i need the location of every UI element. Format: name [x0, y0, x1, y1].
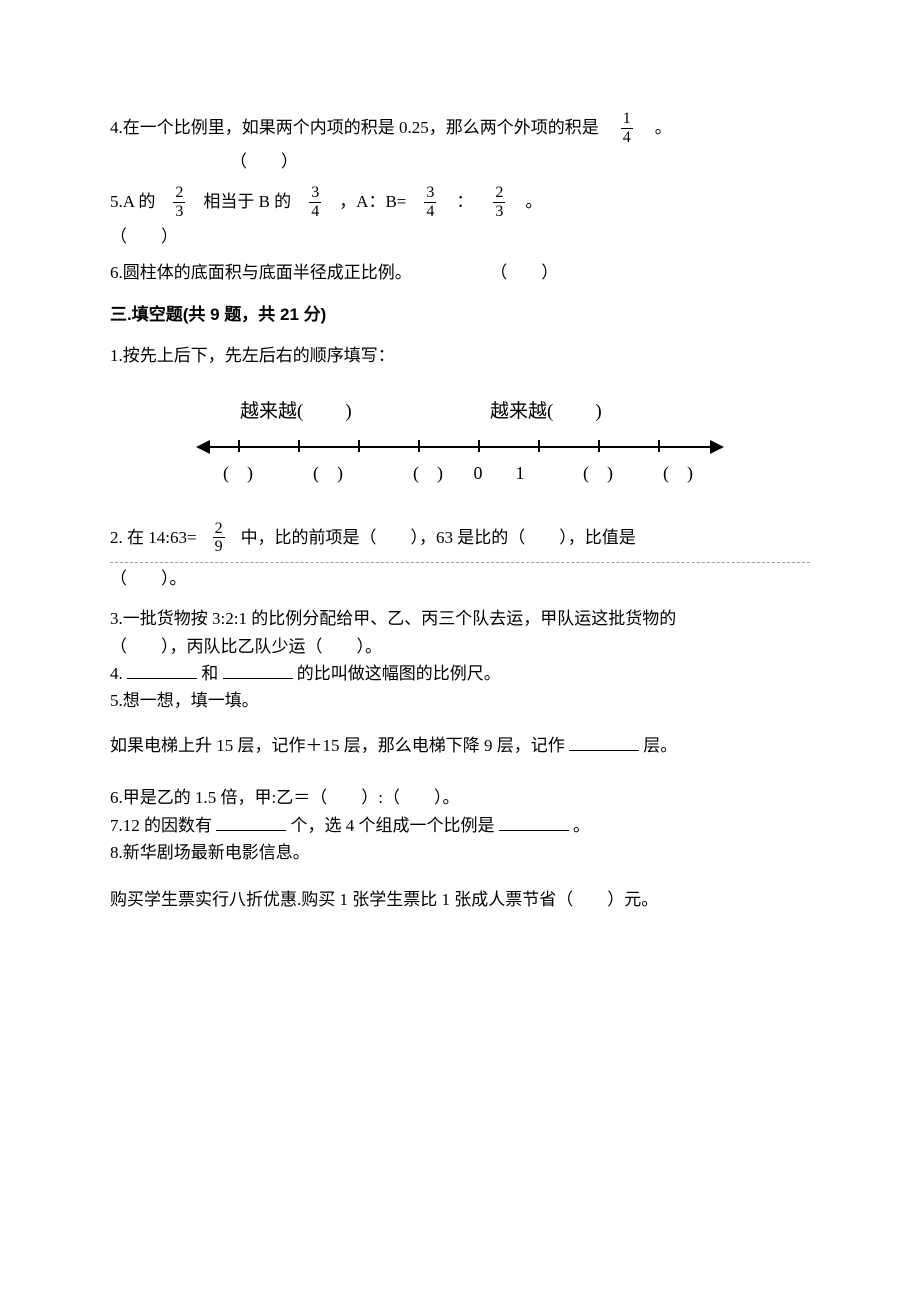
fq3-line2: （ ），丙队比乙队少运（ ）。 [110, 633, 810, 660]
over-left-a: 越来越( [240, 394, 303, 430]
frac-num: 2 [493, 184, 505, 202]
fill-q7: 7.12 的因数有 个，选 4 个组成一个比例是 。 [110, 812, 810, 839]
blank [569, 732, 639, 751]
frac-num: 3 [309, 184, 321, 202]
tick [598, 440, 600, 452]
fraction-2-3-a: 2 3 [173, 184, 185, 220]
frac-den: 4 [309, 202, 321, 221]
tick [238, 440, 240, 452]
over-left-b: ) [345, 394, 351, 430]
frac-den: 4 [424, 202, 436, 221]
fraction-2-3-b: 2 3 [493, 184, 505, 220]
true-false-q4: 4.在一个比例里，如果两个内项的积是 0.25，那么两个外项的积是 1 4 。 [110, 110, 810, 146]
section-3-heading: 三.填空题(共 9 题，共 21 分) [110, 299, 810, 331]
blank [127, 660, 197, 679]
below-label: ( ) [583, 456, 613, 490]
fq4-mid: 和 [201, 664, 218, 683]
over-label-left: 越来越( ) [240, 394, 352, 430]
number-line [200, 446, 720, 448]
fill-q8-title: 8.新华剧场最新电影信息。 [110, 839, 810, 866]
fq3-line1: 3.一批货物按 3:2:1 的比例分配给甲、乙、丙三个队去运，甲队运这批货物的 [110, 605, 810, 632]
fraction-1-4: 1 4 [621, 110, 633, 146]
fq2-t2: 中，比的前项是（ ），63 是比的（ ），比值是 [241, 522, 636, 554]
fill-q4: 4. 和 的比叫做这幅图的比例尺。 [110, 660, 810, 687]
q4-text-pre: 4.在一个比例里，如果两个内项的积是 0.25，那么两个外项的积是 [110, 112, 599, 144]
frac-num: 2 [213, 520, 225, 538]
fill-q5-title: 5.想一想，填一填。 [110, 687, 810, 714]
below-label: ( ) [223, 456, 253, 490]
arrow-right-icon [710, 440, 724, 454]
frac-den: 3 [173, 202, 185, 221]
fill-q1-title: 1.按先上后下，先左后右的顺序填写： [110, 340, 810, 372]
true-false-q5: 5.A 的 2 3 相当于 B 的 3 4 ，A：B= 3 4 ： 2 3 。 [110, 184, 810, 220]
fq5-b: 层。 [643, 736, 677, 755]
q5-paren-text: （ ） [110, 227, 178, 246]
blank [216, 812, 286, 831]
q5-t3: ，A：B= [339, 186, 406, 218]
tick [418, 440, 420, 452]
over-label-right: 越来越( ) [490, 394, 602, 430]
frac-den: 3 [493, 202, 505, 221]
number-line-diagram: 越来越( ) 越来越( ) ( ) ( ) ( ) 01 ( ) ( ) [200, 392, 720, 502]
fill-q5-body: 如果电梯上升 15 层，记作＋15 层，那么电梯下降 9 层，记作 层。 [110, 730, 810, 762]
blank [223, 660, 293, 679]
q6-paren: （ ） [490, 263, 558, 282]
fill-q6: 6.甲是乙的 1.5 倍，甲:乙＝（ ）:（ ）。 [110, 784, 810, 811]
frac-num: 3 [424, 184, 436, 202]
frac-den: 4 [621, 128, 633, 147]
page: 4.在一个比例里，如果两个内项的积是 0.25，那么两个外项的积是 1 4 。 … [0, 0, 920, 976]
over-right-b: ) [595, 394, 601, 430]
over-right-a: 越来越( [490, 394, 553, 430]
q6-text: 6.圆柱体的底面积与底面半径成正比例。 [110, 263, 412, 282]
fq7-b: 个，选 4 个组成一个比例是 [291, 816, 495, 835]
frac-den: 9 [213, 537, 225, 556]
q5-t2: 相当于 B 的 [203, 186, 291, 218]
tick [658, 440, 660, 452]
fraction-3-4-b: 3 4 [424, 184, 436, 220]
fq7-a: 7.12 的因数有 [110, 816, 212, 835]
fq2-t1: 2. 在 14:63= [110, 522, 197, 554]
fq7-c: 。 [573, 816, 590, 835]
fraction-2-9: 2 9 [213, 520, 225, 556]
q5-paren: （ ） [110, 221, 810, 253]
q4-paren: （ ） [110, 146, 810, 178]
tick [538, 440, 540, 452]
q5-t4: 。 [525, 186, 542, 218]
frac-num: 1 [621, 110, 633, 128]
q4-text-post: 。 [655, 112, 672, 144]
tick [358, 440, 360, 452]
below-label: 0 [474, 456, 483, 490]
frac-num: 2 [173, 184, 185, 202]
tick [298, 440, 300, 452]
below-label: ( ) [413, 456, 443, 490]
tick [478, 440, 480, 452]
fq5-a: 如果电梯上升 15 层，记作＋15 层，那么电梯下降 9 层，记作 [110, 736, 565, 755]
blank [499, 812, 569, 831]
fraction-3-4-a: 3 4 [309, 184, 321, 220]
below-label: ( ) [663, 456, 693, 490]
fq2-t3: （ ）。 [110, 563, 810, 595]
fill-q2: 2. 在 14:63= 2 9 中，比的前项是（ ），63 是比的（ ），比值是 [110, 520, 810, 556]
fq4-pre: 4. [110, 664, 123, 683]
fq4-post: 的比叫做这幅图的比例尺。 [297, 664, 501, 683]
below-label: 1 [516, 456, 525, 490]
true-false-q6: 6.圆柱体的底面积与底面半径成正比例。 （ ） [110, 257, 810, 289]
q5-t1: 5.A 的 [110, 186, 155, 218]
fill-q3: 3.一批货物按 3:2:1 的比例分配给甲、乙、丙三个队去运，甲队运这批货物的 … [110, 605, 810, 659]
below-label: ( ) [313, 456, 343, 490]
q5-colon: ： [456, 186, 473, 218]
q4-paren-text: （ ） [230, 152, 298, 171]
fill-q8-body: 购买学生票实行八折优惠.购买 1 张学生票比 1 张成人票节省（ ）元。 [110, 884, 810, 916]
